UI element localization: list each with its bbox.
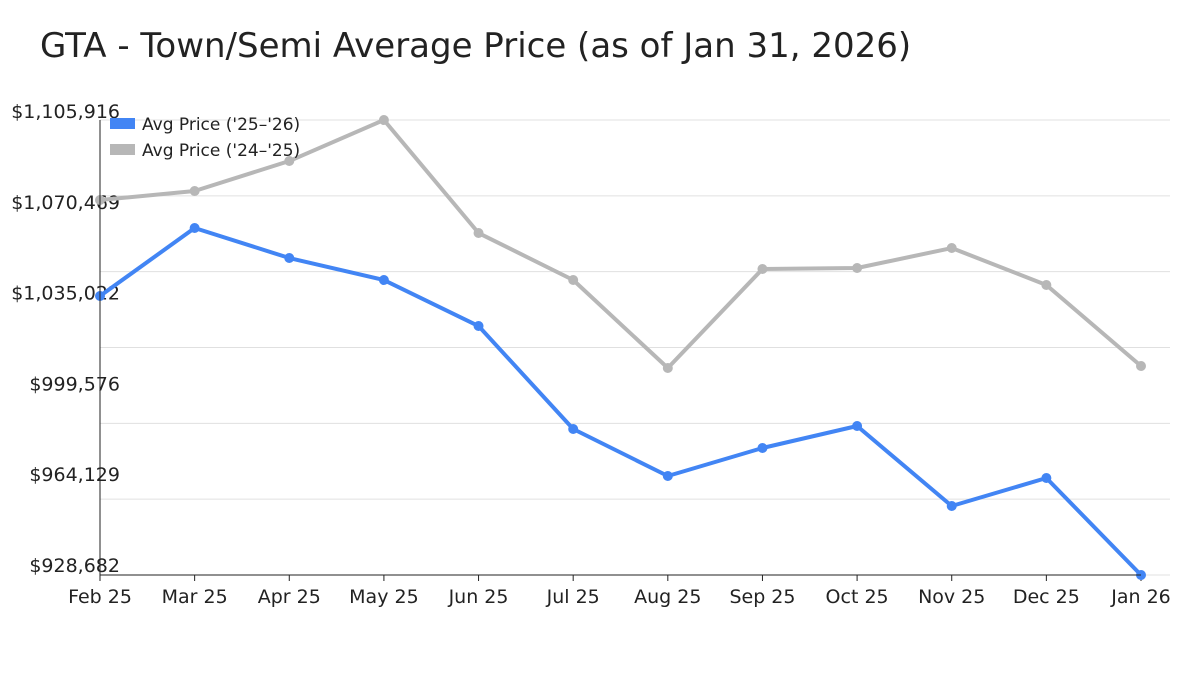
y-tick-label: $964,129 bbox=[29, 464, 120, 486]
y-tick-label: $999,576 bbox=[29, 373, 120, 395]
gridlines bbox=[100, 119, 1170, 576]
data-point bbox=[757, 443, 768, 454]
y-axis-ticks: $928,682 $964,129 $999,576 $1,035,022 $1,070… bbox=[11, 101, 120, 577]
chart-title: GTA - Town/Semi Average Price (as of Jan… bbox=[40, 26, 912, 66]
data-point bbox=[189, 223, 200, 234]
data-point bbox=[378, 275, 389, 286]
data-point bbox=[662, 363, 673, 374]
y-tick-label: $1,105,916 bbox=[11, 101, 120, 123]
data-point bbox=[852, 263, 863, 274]
series-1 bbox=[95, 115, 1146, 374]
legend-label: Avg Price ('24–'25) bbox=[142, 141, 300, 161]
y-tick-label: $1,070,469 bbox=[11, 192, 120, 214]
x-tick-label: Jun 25 bbox=[448, 586, 509, 608]
data-point bbox=[473, 228, 484, 239]
x-tick-label: May 25 bbox=[349, 586, 419, 608]
data-point bbox=[1136, 361, 1146, 372]
data-point bbox=[946, 501, 957, 512]
data-point bbox=[568, 424, 579, 435]
y-tick-label: $1,035,022 bbox=[11, 283, 120, 305]
x-tick-label: Oct 25 bbox=[826, 586, 889, 608]
x-tick-label: Sep 25 bbox=[729, 586, 795, 608]
data-point bbox=[284, 253, 295, 264]
data-point bbox=[378, 115, 389, 125]
data-point bbox=[473, 321, 484, 332]
data-point bbox=[946, 243, 957, 254]
data-point bbox=[568, 275, 579, 286]
legend-swatch bbox=[110, 144, 135, 155]
x-tick-label: Nov 25 bbox=[918, 586, 985, 608]
legend-swatch bbox=[110, 118, 135, 129]
data-point bbox=[757, 264, 768, 275]
series-lines bbox=[95, 115, 1146, 580]
y-tick-label: $928,682 bbox=[29, 555, 120, 577]
data-point bbox=[189, 186, 200, 197]
data-point bbox=[1041, 473, 1052, 484]
data-point bbox=[852, 421, 863, 432]
series-0 bbox=[95, 223, 1146, 580]
x-tick-label: Aug 25 bbox=[634, 586, 701, 608]
data-point bbox=[1041, 280, 1052, 291]
x-tick-label: Jul 25 bbox=[546, 586, 600, 608]
x-tick-label: Apr 25 bbox=[258, 586, 321, 608]
x-tick-label: Dec 25 bbox=[1013, 586, 1080, 608]
series-line bbox=[98, 226, 1143, 577]
x-tick-label: Jan 26 bbox=[1110, 586, 1171, 608]
x-tick-label: Mar 25 bbox=[162, 586, 228, 608]
legend: Avg Price ('25–'26) Avg Price ('24–'25) bbox=[110, 115, 300, 161]
data-point bbox=[662, 471, 673, 482]
x-tick-label: Feb 25 bbox=[68, 586, 132, 608]
data-point bbox=[284, 156, 295, 167]
legend-label: Avg Price ('25–'26) bbox=[142, 115, 300, 135]
series-line bbox=[99, 118, 1143, 371]
x-axis-ticks: Feb 25 Mar 25 Apr 25 May 25 Jun 25 Jul 25 Aug … bbox=[68, 575, 1171, 608]
